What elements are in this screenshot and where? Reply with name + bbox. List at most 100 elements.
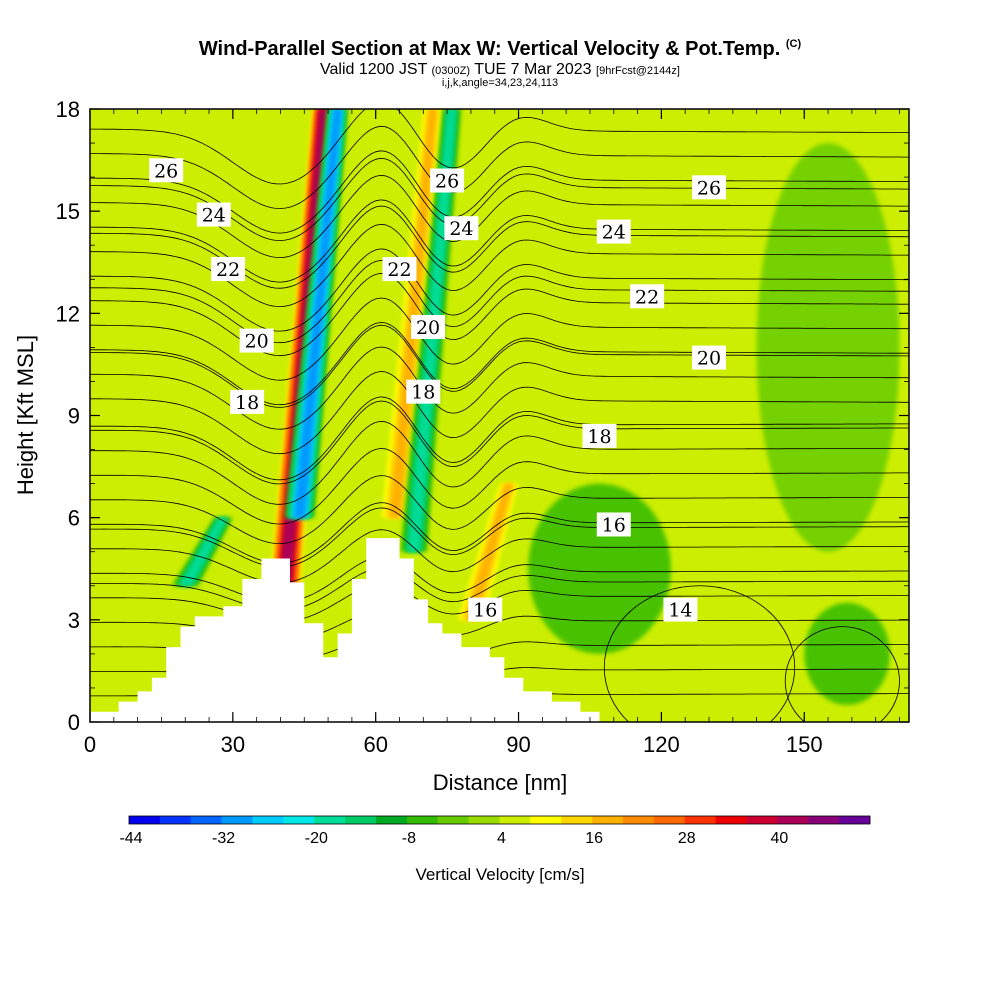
contour-label: 20: [411, 314, 446, 339]
contour-label-text: 24: [602, 222, 626, 244]
contour-label: 16: [596, 512, 631, 537]
contour-label-bg: [406, 379, 441, 404]
colorbar-swatch: [561, 816, 593, 824]
x-tick-label: 90: [506, 732, 530, 757]
contour-label-text: 26: [435, 171, 459, 193]
y-tick-label: 3: [68, 608, 80, 633]
colorbar-swatch: [684, 816, 716, 824]
colorbar-tick-label: -8: [402, 830, 416, 847]
colorbar-tick-label: 16: [585, 830, 603, 847]
colorbar-swatch: [592, 816, 624, 824]
contour-label: 24: [596, 219, 631, 244]
contour-label-bg: [468, 597, 503, 622]
contour-label-text: 18: [235, 392, 259, 414]
colorbar-swatch: [808, 816, 840, 824]
theta-contour-line: [90, 567, 909, 612]
theta-contour-line: [90, 109, 909, 185]
theta-contour-line: [90, 371, 909, 455]
contour-label-bg: [239, 328, 274, 353]
contour-label-text: 20: [416, 317, 440, 339]
copyright-mark: (C): [785, 38, 802, 50]
colorbar-tick-label: -32: [212, 830, 235, 847]
contour-label-text: 22: [387, 259, 411, 281]
terrain: [90, 538, 614, 722]
contour-label-bg: [444, 216, 479, 241]
contour-label-text: 26: [697, 177, 721, 199]
colorbar-tick-label: 4: [497, 830, 506, 847]
colorbar-swatch: [406, 816, 439, 824]
contour-label-bg: [582, 423, 617, 448]
colorbar-swatch: [623, 816, 655, 824]
contour-label: 20: [692, 345, 727, 370]
colorbar: -44 -32 -20 -8 4 16 28 40: [119, 815, 871, 847]
contour-label: 24: [196, 202, 231, 227]
contour-label-text: 16: [473, 600, 497, 622]
theta-contour-line: [90, 297, 909, 381]
field-patch: [566, 109, 662, 382]
colorbar-label: Vertical Velocity [cm/s]: [415, 865, 584, 884]
theta-contour-line: [90, 324, 909, 408]
axes: 0 30 60 90 120 150 0 3 6 9 12 15 18: [56, 97, 909, 757]
contour-label-text: 18: [587, 426, 611, 448]
field-patch: [804, 602, 890, 705]
theta-contour-line: [90, 556, 909, 604]
contour-label: 22: [211, 257, 246, 282]
contour-label-bg: [596, 512, 631, 537]
contour-label: 20: [239, 328, 274, 353]
theta-contour-line: [90, 400, 909, 485]
contour-label-bg: [382, 257, 417, 282]
contour-label-bg: [196, 202, 231, 227]
field-patch: [756, 143, 900, 552]
theta-contour-line: [90, 272, 909, 357]
theta-contour-line: [90, 199, 909, 283]
colorbar-tick-label: -20: [305, 830, 328, 847]
contour-label-text: 22: [216, 259, 240, 281]
contour-label-text: 24: [202, 205, 226, 227]
contour-label-text: 20: [697, 348, 721, 370]
colorbar-swatch: [839, 816, 871, 824]
colorbar-swatch: [530, 816, 562, 824]
colorbar-swatch: [345, 816, 377, 824]
theta-contour-line: [90, 420, 909, 505]
colorbar-swatch: [376, 816, 408, 824]
contour-label: 18: [406, 379, 441, 404]
contour-label: 14: [663, 597, 698, 622]
colorbar-swatch: [746, 816, 778, 824]
velocity-band-updraft: [389, 109, 437, 518]
contour-label-bg: [230, 389, 265, 414]
theta-contour-line: [90, 502, 909, 564]
y-tick-label: 15: [56, 199, 80, 224]
contour-label-bg: [149, 158, 184, 183]
contour-label-bg: [663, 597, 698, 622]
contour-label-text: 18: [411, 382, 435, 404]
chart-indices: i,j,k,angle=34,23,24,113: [441, 77, 559, 89]
colorbar-swatch: [252, 816, 284, 824]
colorbar-swatch: [715, 816, 747, 824]
contour-label: 16: [468, 597, 503, 622]
theta-contour-closed: [603, 585, 796, 722]
colorbar-swatch: [283, 816, 315, 824]
colorbar-swatch: [499, 816, 531, 824]
velocity-band-downdraft: [294, 109, 342, 518]
contour-label-text: 24: [449, 218, 473, 240]
contour-label: 18: [582, 423, 617, 448]
colorbar-swatch: [653, 816, 686, 824]
theta-contour-line: [90, 475, 909, 545]
contour-label-text: 20: [245, 331, 269, 353]
colorbar-tick-label: 28: [678, 830, 696, 847]
x-tick-label: 120: [643, 732, 680, 757]
colorbar-frame: [128, 815, 871, 825]
terrain-profile: [90, 538, 614, 722]
colorbar-swatch: [314, 816, 346, 824]
colorbar-swatch: [221, 816, 253, 824]
theta-contour-line: [90, 346, 909, 430]
field-patch: [528, 483, 671, 654]
velocity-band-updraft: [465, 483, 513, 620]
x-tick-label: 60: [363, 732, 387, 757]
contour-labels: 26 24 22 20 18 26 24 22 20 18 16 26 24 22 20 18 16 14: [149, 158, 727, 622]
colorbar-swatch: [437, 816, 469, 824]
theta-contour-line: [90, 260, 909, 344]
theta-contour-line: [90, 396, 909, 481]
colorbar-swatch: [159, 816, 192, 824]
